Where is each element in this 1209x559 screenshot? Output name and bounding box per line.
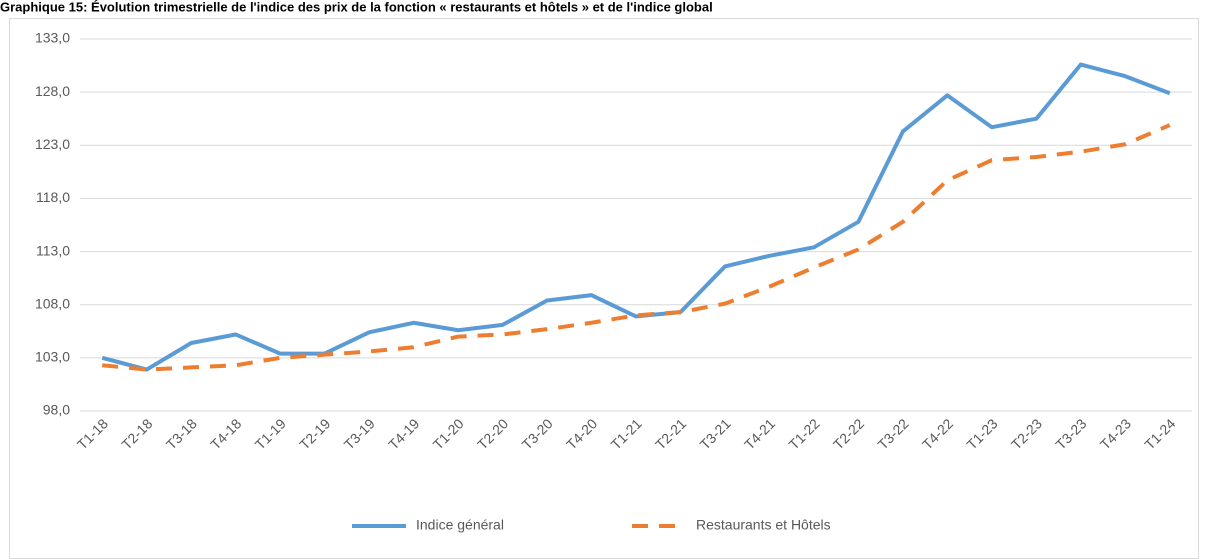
y-tick-label: 98,0	[43, 402, 70, 418]
series-line	[102, 123, 1171, 372]
y-tick-label: 103,0	[35, 349, 70, 365]
y-tick-label: 128,0	[35, 83, 70, 99]
y-tick-label: 123,0	[35, 136, 70, 152]
series-line	[101, 62, 1171, 372]
y-tick-label: 133,0	[35, 30, 70, 46]
legend-label: Indice général	[416, 517, 504, 533]
chart-frame	[9, 18, 1199, 559]
legend-label: Restaurants et Hôtels	[696, 517, 831, 533]
y-tick-label: 113,0	[36, 242, 70, 258]
chart-title: Graphique 15: Évolution trimestrielle de…	[0, 0, 713, 14]
y-tick-label: 108,0	[35, 295, 70, 311]
y-tick-label: 118,0	[36, 189, 70, 205]
